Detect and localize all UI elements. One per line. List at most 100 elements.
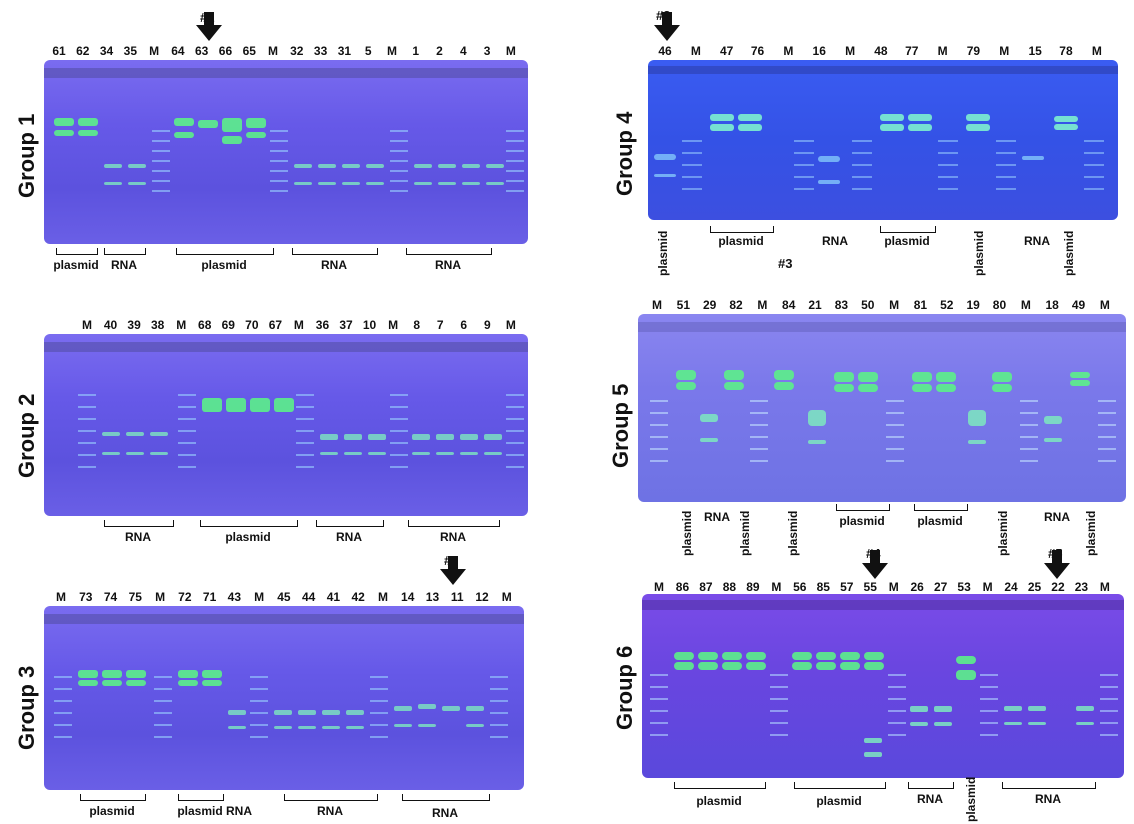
bracket-label: plasmid bbox=[89, 804, 135, 818]
gel-bands bbox=[642, 600, 1124, 757]
bracket bbox=[104, 520, 174, 527]
bracket-label: plasmid bbox=[201, 258, 247, 272]
lane-label: 37 bbox=[339, 318, 353, 332]
lane-label: 53 bbox=[957, 580, 971, 594]
lane-label: 72 bbox=[178, 590, 192, 604]
bracket bbox=[178, 794, 224, 801]
gel-bands bbox=[44, 68, 528, 192]
lane-label: M bbox=[155, 590, 166, 604]
bracket-label: RNA bbox=[917, 792, 943, 806]
lane-label: 15 bbox=[1028, 44, 1042, 58]
group-label: Group 5 bbox=[608, 383, 633, 468]
vertical-lane-label: plasmid bbox=[1084, 510, 1098, 556]
lane-note: RNA bbox=[704, 510, 730, 524]
lane-label: 7 bbox=[436, 318, 444, 332]
bracket bbox=[104, 248, 146, 255]
bracket-label: RNA bbox=[317, 804, 343, 818]
lane-label: 40 bbox=[103, 318, 118, 332]
lane-label: 87 bbox=[699, 580, 713, 594]
lane-labels: M 51 29 82 M 84 21 83 50 M 81 52 19 80 M… bbox=[646, 298, 1116, 312]
gel-bands bbox=[648, 66, 1118, 190]
lane-label: 47 bbox=[720, 44, 734, 58]
bracket-label: RNA bbox=[440, 530, 466, 544]
bracket-label: plasmid bbox=[816, 794, 862, 808]
lane-label: M bbox=[505, 318, 516, 332]
lane-label: 36 bbox=[315, 318, 330, 332]
gel-image bbox=[44, 60, 528, 244]
lane-label: 64 bbox=[171, 44, 185, 58]
vertical-lane-label: plasmid bbox=[1062, 230, 1076, 276]
arrow-down-icon bbox=[862, 550, 888, 580]
lane-label: 67 bbox=[268, 318, 283, 332]
bracket-label: plasmid bbox=[917, 514, 963, 528]
lane-label: 80 bbox=[992, 298, 1007, 312]
lane-labels: 61 62 34 35 M 64 63 66 65 M 32 33 31 5 M… bbox=[48, 44, 522, 58]
lane-label: 21 bbox=[808, 298, 822, 312]
group-label: Group 3 bbox=[14, 665, 39, 750]
bracket bbox=[914, 504, 968, 511]
bracket-label: RNA bbox=[1024, 234, 1050, 248]
lane-label: 35 bbox=[123, 44, 138, 58]
lane-label: M bbox=[999, 44, 1010, 58]
lane-label: 39 bbox=[127, 318, 141, 332]
lane-label: 26 bbox=[910, 580, 924, 594]
group-label: Group 6 bbox=[612, 645, 637, 730]
bracket-label: RNA bbox=[111, 258, 137, 272]
lane-label: 1 bbox=[412, 44, 420, 58]
vertical-lane-label: plasmid bbox=[964, 776, 978, 822]
lane-label: M bbox=[176, 318, 187, 332]
lane-label: M bbox=[1020, 298, 1031, 312]
arrow-down-icon bbox=[440, 556, 466, 586]
vertical-lane-label: plasmid bbox=[738, 510, 752, 556]
lane-label: 82 bbox=[729, 298, 743, 312]
bracket bbox=[292, 248, 378, 255]
lane-label: 29 bbox=[703, 298, 717, 312]
bracket bbox=[408, 520, 500, 527]
bracket-label: RNA bbox=[321, 258, 347, 272]
lane-label: 49 bbox=[1071, 298, 1086, 312]
lane-label: M bbox=[293, 318, 304, 332]
lane-labels: M 73 74 75 M 72 71 43 M 45 44 41 42 M 14… bbox=[50, 590, 518, 604]
lane-label: 81 bbox=[913, 298, 928, 312]
lane-label: 74 bbox=[103, 590, 118, 604]
lane-label: 14 bbox=[401, 590, 415, 604]
lane-label: 42 bbox=[351, 590, 365, 604]
lane-label: 33 bbox=[313, 44, 328, 58]
lane-label: 4 bbox=[459, 44, 467, 58]
bracket bbox=[674, 782, 766, 789]
bracket-label: RNA bbox=[1035, 792, 1061, 806]
vertical-lane-label: plasmid bbox=[972, 230, 986, 276]
bracket bbox=[402, 794, 490, 801]
lane-label: M bbox=[888, 580, 899, 594]
lane-labels: 46 M 47 76 M 16 M 48 77 M 79 M 15 78 M bbox=[654, 44, 1108, 58]
lane-label: 62 bbox=[76, 44, 90, 58]
lane-label: M bbox=[388, 318, 399, 332]
bracket bbox=[880, 226, 936, 233]
bracket bbox=[80, 794, 146, 801]
bracket-label: plasmid bbox=[53, 258, 99, 272]
lane-label: 84 bbox=[782, 298, 796, 312]
bracket-label: plasmid bbox=[718, 234, 764, 248]
lane-label: M bbox=[889, 298, 900, 312]
lane-label: 9 bbox=[483, 318, 491, 332]
lane-label: 6 bbox=[460, 318, 468, 332]
bracket-label: plasmid bbox=[696, 794, 742, 808]
marker-label: #3 bbox=[778, 256, 793, 271]
group-label: Group 4 bbox=[612, 111, 637, 196]
group-label: Group 2 bbox=[14, 393, 39, 478]
lane-label: 52 bbox=[940, 298, 954, 312]
bracket bbox=[794, 782, 886, 789]
bracket-label: plasmid bbox=[884, 234, 930, 248]
bracket bbox=[836, 504, 890, 511]
lane-label: 27 bbox=[933, 580, 948, 594]
gel-bands bbox=[44, 614, 524, 738]
lane-label: 63 bbox=[195, 44, 209, 58]
gel-image bbox=[638, 314, 1126, 502]
bracket-label: plasmid bbox=[839, 514, 885, 528]
bracket bbox=[176, 248, 274, 255]
lane-label: 19 bbox=[966, 298, 980, 312]
bracket-label: RNA bbox=[822, 234, 848, 248]
arrow-down-icon bbox=[1044, 550, 1070, 580]
lane-label: M bbox=[783, 44, 794, 58]
bracket-label: RNA bbox=[435, 258, 461, 272]
